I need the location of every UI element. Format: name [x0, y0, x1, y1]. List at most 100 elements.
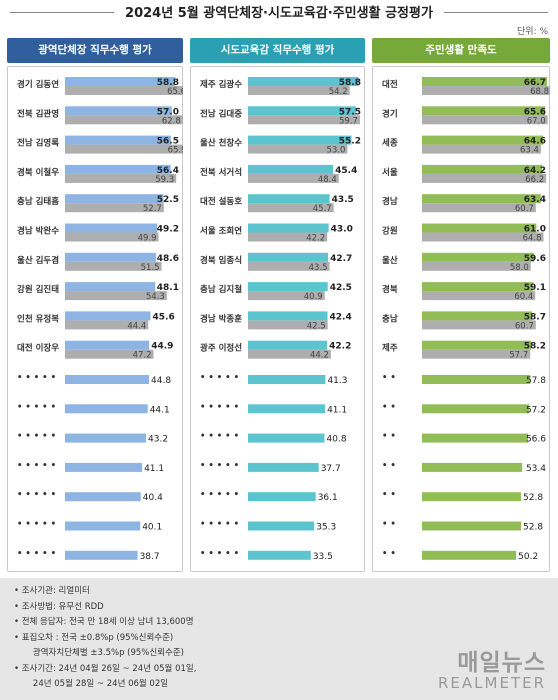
region-label: • •	[382, 461, 396, 471]
brand-english: REALMETER	[438, 674, 546, 692]
region-prev-value: 60.7	[515, 321, 534, 331]
region-value: 63.4	[524, 195, 546, 205]
region-bar	[422, 223, 537, 233]
superintendent-prev-value: 44.2	[310, 351, 329, 361]
governor-prev-value: 65.6	[167, 87, 183, 97]
footer-line: • 조사기관: 리얼미터	[14, 586, 90, 596]
region-bar	[422, 77, 548, 86]
governor-prev-bar	[65, 349, 154, 359]
superintendent-bar	[248, 492, 316, 502]
governor-bar	[65, 223, 158, 233]
superintendent-value: 43.0	[331, 225, 353, 235]
superintendent-prev-value: 43.5	[309, 263, 328, 273]
region-value: 57.8	[526, 376, 546, 386]
superintendent-value: 57.5	[339, 107, 361, 117]
superintendent-label: • • • • •	[200, 549, 239, 559]
superintendent-prev-bar	[248, 173, 339, 183]
region-prev-bar	[422, 320, 536, 330]
region-bar	[422, 492, 521, 502]
governor-bar	[65, 311, 151, 321]
superintendent-bar	[248, 77, 359, 86]
superintendent-prev-value: 40.9	[304, 292, 323, 302]
superintendent-bar	[248, 194, 330, 204]
region-label: 울산	[382, 255, 398, 266]
panel-header-governors: 광역단체장 직무수행 평가	[7, 38, 183, 63]
brand-korean: 매일뉴스	[457, 650, 546, 676]
governor-prev-value: 62.8	[162, 116, 181, 126]
superintendent-bar	[248, 462, 319, 472]
superintendent-label: 대전 설동호	[200, 196, 242, 207]
superintendent-prev-bar	[248, 232, 328, 242]
superintendent-label: 전남 김대중	[200, 108, 242, 119]
region-value: 59.1	[524, 283, 546, 293]
superintendent-prev-bar	[248, 261, 330, 271]
footer-line: • 조사기간: 24년 04월 26일 ~ 24년 05월 01일,	[14, 663, 197, 674]
governor-value: 40.1	[142, 523, 162, 533]
superintendent-value: 42.4	[330, 312, 352, 322]
governor-value: 38.7	[140, 552, 160, 562]
region-value: 56.6	[526, 435, 546, 445]
governor-value: 44.1	[150, 405, 170, 415]
governor-value: 44.8	[151, 376, 171, 386]
superintendent-label: 광주 이정선	[200, 343, 242, 354]
governor-prev-value: 47.2	[133, 351, 152, 361]
footer-line: • 표집오차 : 전국 ±0.8%p (95%신뢰수준)	[14, 632, 174, 643]
superintendent-value: 37.7	[321, 464, 341, 474]
superintendent-bar	[248, 311, 328, 321]
superintendent-value: 35.3	[316, 523, 336, 533]
region-prev-bar	[422, 261, 531, 271]
region-prev-bar	[422, 349, 531, 359]
governor-prev-value: 49.9	[138, 234, 157, 244]
governor-label: • • • • •	[17, 373, 56, 383]
region-label: • •	[382, 373, 396, 383]
governor-prev-bar	[65, 86, 183, 95]
region-prev-value: 68.8	[530, 87, 549, 97]
region-value: 58.2	[524, 342, 546, 352]
region-prev-value: 64.8	[523, 234, 542, 244]
region-bar	[422, 164, 543, 174]
superintendent-bar	[248, 164, 334, 174]
governor-bar	[65, 252, 157, 262]
governor-bar	[65, 492, 141, 502]
superintendent-value: 55.2	[339, 137, 361, 147]
governor-value: 44.9	[151, 342, 173, 352]
governor-label: 충남 김태흠	[17, 196, 59, 207]
superintendent-value: 43.5	[332, 195, 354, 205]
superintendent-label: 제주 김광수	[200, 79, 242, 90]
region-value: 58.7	[524, 312, 546, 322]
superintendent-label: • • • • •	[200, 432, 239, 442]
region-value: 64.6	[524, 137, 546, 147]
governor-bar	[65, 433, 146, 443]
governor-value: 49.2	[157, 225, 179, 235]
governor-prev-bar	[65, 203, 164, 213]
superintendent-bar	[248, 340, 328, 350]
superintendent-label: • • • • •	[200, 520, 239, 530]
survey-footer: • 조사기관: 리얼미터 • 조사방법: 유무선 RDD • 전체 응답자: 전…	[0, 578, 558, 700]
region-label: • •	[382, 549, 396, 559]
governor-label: 인천 유정복	[17, 313, 59, 324]
superintendent-value: 42.2	[329, 342, 351, 352]
superintendent-value: 42.5	[330, 283, 352, 293]
region-prev-bar	[422, 232, 544, 242]
region-prev-value: 67.0	[527, 116, 546, 126]
governor-value: 48.1	[157, 283, 179, 293]
superintendent-prev-bar	[248, 349, 331, 359]
region-bar	[422, 550, 517, 560]
superintendent-value: 41.1	[327, 405, 347, 415]
governor-label: 경기 김동연	[17, 79, 59, 90]
superintendent-prev-value: 42.2	[306, 234, 325, 244]
superintendent-bar	[248, 135, 352, 145]
superintendent-prev-bar	[248, 291, 325, 301]
governor-prev-value: 59.3	[155, 175, 174, 185]
governor-value: 58.8	[157, 78, 179, 88]
superintendents-bar-chart: 제주 김광수 54.258.8 전남 김대중 59.757.5 울산 천창수 53.055…	[200, 77, 361, 562]
superintendent-value: 45.4	[335, 166, 357, 176]
governor-label: • • • • •	[17, 461, 56, 471]
superintendent-label: • • • • •	[200, 373, 239, 383]
region-bar	[422, 404, 530, 414]
footer-line: • 조사방법: 유무선 RDD	[14, 601, 104, 612]
governor-prev-bar	[65, 144, 183, 154]
region-bar	[422, 252, 534, 262]
governor-prev-value: 44.4	[127, 321, 146, 331]
